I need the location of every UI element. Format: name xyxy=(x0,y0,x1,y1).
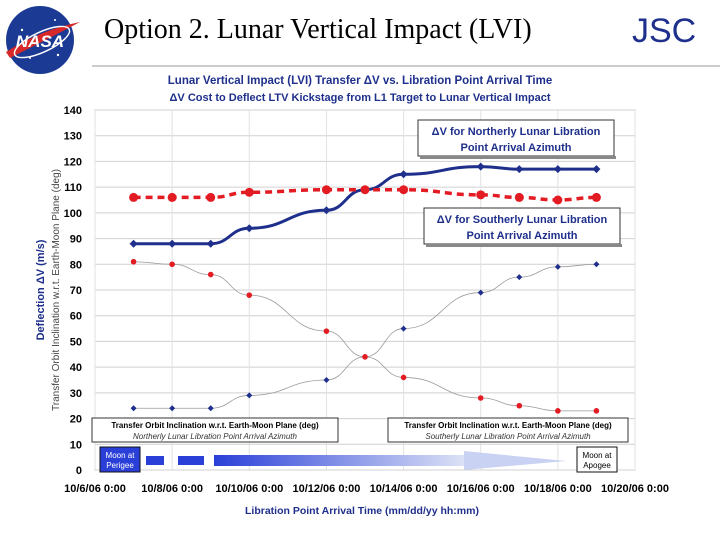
series-layer xyxy=(129,162,601,414)
legend-north-box: ΔV for Northerly Lunar Libration Point A… xyxy=(417,119,616,159)
series-0-point-2 xyxy=(168,239,177,248)
series-0-point-10 xyxy=(476,162,485,171)
y-axis-label-primary: Deflection ΔV (m/s) xyxy=(35,239,47,340)
series-1-point-12 xyxy=(553,195,563,205)
series-3-point-12 xyxy=(555,408,561,414)
series-0-point-4 xyxy=(245,224,254,233)
series-2-point-2 xyxy=(169,405,176,412)
y-tick-label-130: 130 xyxy=(64,131,82,143)
y-tick-label-100: 100 xyxy=(64,208,82,220)
series-0-point-1 xyxy=(129,239,138,248)
y-tick-label-40: 40 xyxy=(70,362,82,374)
series-3-point-2 xyxy=(169,261,175,268)
incl-north-box: Transfer Orbit Inclination w.r.t. Earth-… xyxy=(91,417,339,443)
series-1-point-3 xyxy=(206,192,216,202)
series-2-point-3 xyxy=(207,405,214,412)
x-tick-label-4: 10/14/06 0:00 xyxy=(370,483,438,495)
series-0-point-3 xyxy=(206,239,215,248)
legend-north-line1: ΔV for Northerly Lunar Libration xyxy=(432,126,601,138)
series-3-point-10 xyxy=(477,395,484,401)
x-tick-labels: 10/6/06 0:00 10/8/06 0:00 10/10/06 0:00 10/… xyxy=(64,483,669,495)
series-3-point-11 xyxy=(516,402,523,409)
y-tick-label-30: 30 xyxy=(70,388,82,400)
series-2-point-10 xyxy=(477,289,484,296)
y-tick-label-90: 90 xyxy=(70,234,82,246)
y-tick-label-0: 0 xyxy=(76,465,82,477)
series-3-point-1 xyxy=(130,258,137,265)
legend-south-line1: ΔV for Southerly Lunar Libration xyxy=(437,214,608,226)
nasa-logo-text: NASA xyxy=(16,32,64,51)
moon-perigee-box: Moon at Perigee xyxy=(99,446,141,473)
incl-south-line2: Southerly Lunar Libration Point Arrival … xyxy=(425,432,591,441)
y-tick-label-110: 110 xyxy=(64,182,82,194)
series-1-point-8 xyxy=(399,185,409,195)
series-0-point-6 xyxy=(322,206,331,215)
moon-apogee-box: Moon at Apogee xyxy=(576,446,618,473)
series-2-point-1 xyxy=(130,405,137,412)
legend-south-line2: Point Arrival Azimuth xyxy=(466,230,577,242)
y-tick-label-20: 20 xyxy=(70,414,82,426)
moon-cycle-arrow xyxy=(146,451,566,470)
y-tick-label-60: 60 xyxy=(70,311,82,323)
y-tick-labels: 0 10 20 30 40 50 60 70 80 90 100 110 120 130 140 xyxy=(64,105,82,477)
legend-south-box: ΔV for Southerly Lunar Libration Point A… xyxy=(423,207,622,247)
series-2-point-12 xyxy=(554,263,561,270)
x-axis-label: Libration Point Arrival Time (mm/dd/yy h… xyxy=(245,505,479,517)
series-3-point-7 xyxy=(362,354,368,360)
y-tick-label-10: 10 xyxy=(70,439,82,451)
series-2-point-11 xyxy=(516,274,523,281)
series-1-point-11 xyxy=(514,192,524,202)
series-2-point-8 xyxy=(400,325,407,332)
nasa-logo: NASA xyxy=(6,6,80,74)
series-0-point-8 xyxy=(399,170,408,179)
series-0-point-13 xyxy=(592,165,601,174)
chart-subtitle: ΔV Cost to Deflect LTV Kickstage from L1… xyxy=(170,92,551,104)
x-tick-label-5: 10/16/06 0:00 xyxy=(447,483,515,495)
series-0-point-12 xyxy=(553,165,562,174)
y-tick-label-50: 50 xyxy=(70,336,82,348)
series-3-point-6 xyxy=(323,328,330,334)
x-tick-label-2: 10/10/06 0:00 xyxy=(215,483,283,495)
series-3 xyxy=(130,258,600,414)
jsc-label: JSC xyxy=(632,12,697,50)
incl-south-line1: Transfer Orbit Inclination w.r.t. Earth-… xyxy=(404,421,612,430)
series-1-point-10 xyxy=(476,190,486,200)
y-tick-label-70: 70 xyxy=(70,285,82,297)
x-tick-label-3: 10/12/06 0:00 xyxy=(292,483,360,495)
y-tick-label-120: 120 xyxy=(64,156,82,168)
series-3-point-3 xyxy=(207,271,214,278)
x-tick-label-6: 10/18/06 0:00 xyxy=(524,483,592,495)
series-1 xyxy=(129,185,601,205)
series-0-point-11 xyxy=(515,165,524,174)
moon-apogee-line1: Moon at xyxy=(583,451,613,460)
series-1-point-1 xyxy=(129,192,139,202)
series-1-point-13 xyxy=(591,192,601,202)
slide-title: Option 2. Lunar Vertical Impact (LVI) xyxy=(104,14,532,45)
series-3-point-8 xyxy=(400,374,407,381)
incl-north-line1: Transfer Orbit Inclination w.r.t. Earth-… xyxy=(111,421,319,430)
y-axis-label-secondary: Transfer Orbit Inclination w.r.t. Earth-… xyxy=(51,169,62,411)
chart-title: Lunar Vertical Impact (LVI) Transfer ΔV … xyxy=(168,75,552,87)
incl-north-line2: Northerly Lunar Libration Point Arrival … xyxy=(133,432,297,441)
moon-perigee-line2: Perigee xyxy=(106,461,134,470)
y-tick-label-80: 80 xyxy=(70,259,82,271)
series-1-point-4 xyxy=(244,187,254,197)
series-1-point-6 xyxy=(321,185,331,195)
incl-south-box: Transfer Orbit Inclination w.r.t. Earth-… xyxy=(387,417,629,443)
legend-north-line2: Point Arrival Azimuth xyxy=(460,142,571,154)
moon-apogee-line2: Apogee xyxy=(583,461,611,470)
x-tick-label-1: 10/8/06 0:00 xyxy=(141,483,203,495)
series-3-point-4 xyxy=(246,292,253,298)
series-1-point-7 xyxy=(360,185,370,195)
series-2-point-6 xyxy=(323,377,330,383)
series-2-point-4 xyxy=(246,392,253,399)
series-2-point-13 xyxy=(593,261,600,268)
y-tick-label-140: 140 xyxy=(64,105,82,117)
x-tick-label-0: 10/6/06 0:00 xyxy=(64,483,126,495)
x-tick-label-7: 10/20/06 0:00 xyxy=(601,483,669,495)
moon-perigee-line1: Moon at xyxy=(106,451,136,460)
series-1-point-2 xyxy=(167,192,177,202)
series-3-point-13 xyxy=(593,408,600,414)
